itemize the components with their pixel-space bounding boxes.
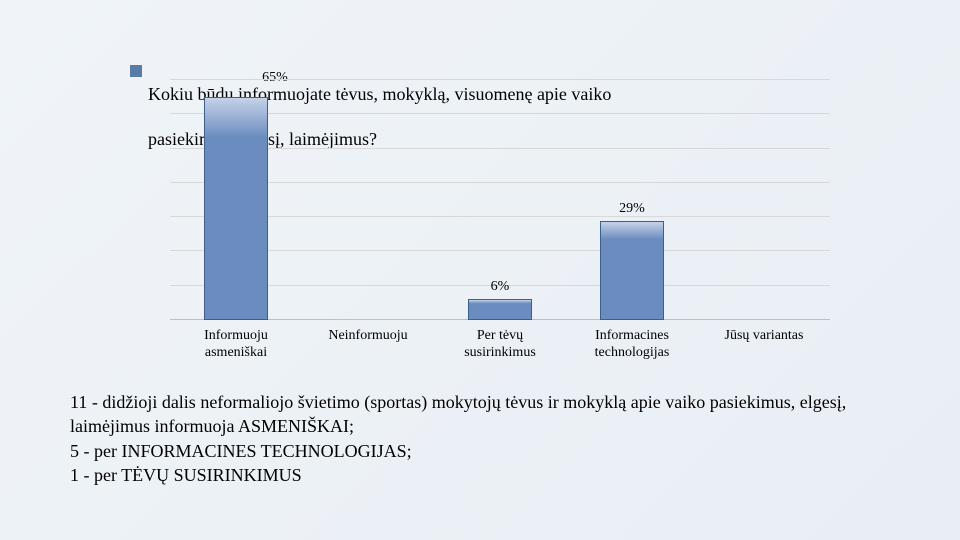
bar: [600, 221, 664, 320]
x-axis-labels: Informuoju asmeniškaiNeinformuojuPer tėv…: [170, 328, 830, 368]
x-label: Neinformuoju: [303, 328, 433, 345]
bar-chart: Kokiu būdu informuojate tėvus, mokyklą, …: [130, 60, 850, 360]
x-label: Per tėvų susirinkimus: [435, 328, 565, 362]
gridline: [170, 182, 830, 183]
gridline: [170, 79, 830, 80]
body-text: 11 - didžioji dalis neformaliojo švietim…: [70, 390, 890, 487]
gridline: [170, 148, 830, 149]
x-label: Informuoju asmeniškai: [171, 328, 301, 362]
plot-area: 6% 29%: [170, 80, 830, 320]
gridline: [170, 250, 830, 251]
x-label: Jūsų variantas: [699, 328, 829, 345]
slide: Kokiu būdu informuojate tėvus, mokyklą, …: [0, 0, 960, 540]
bar: [204, 97, 268, 320]
x-label: Informacines technologijas: [567, 328, 697, 362]
legend-swatch: [130, 65, 142, 77]
bar: [468, 299, 532, 320]
gridline: [170, 113, 830, 114]
value-label: 6%: [460, 279, 540, 295]
value-label: 29%: [592, 201, 672, 217]
gridline: [170, 216, 830, 217]
